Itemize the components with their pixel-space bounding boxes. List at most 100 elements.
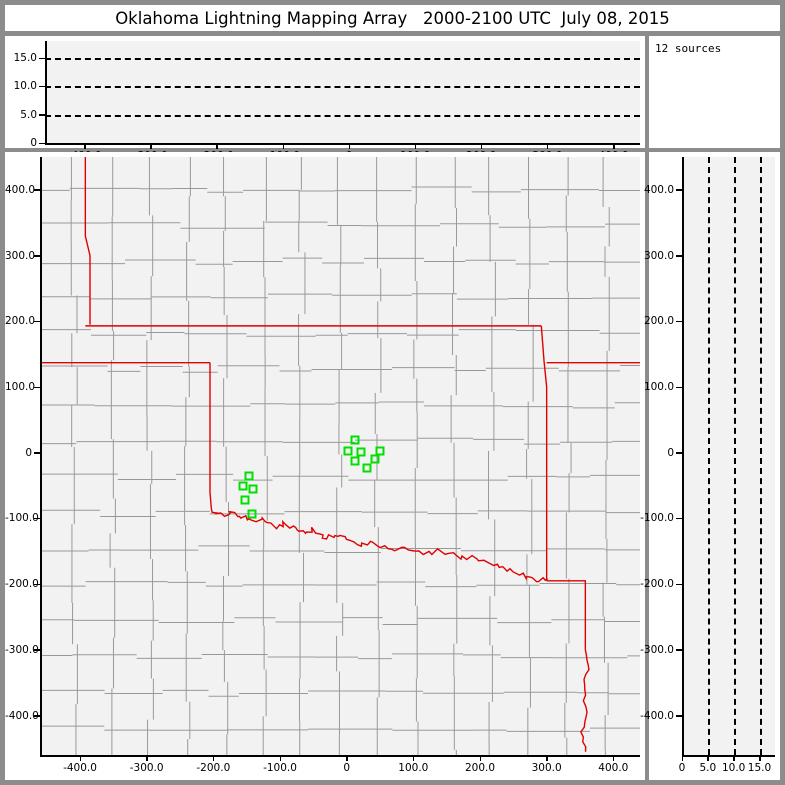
altitude-plot-area[interactable] (682, 157, 775, 755)
source-marker[interactable] (350, 435, 360, 445)
x-tick-label: -300.0 (129, 762, 164, 774)
x-tick-label: -400.0 (63, 762, 97, 774)
y-tick-label: 400.0 (643, 183, 674, 196)
x-tickmark (282, 143, 284, 149)
y-tickmark (676, 583, 683, 586)
y-tick-label: 100.0 (643, 381, 674, 393)
x-tickmark (279, 755, 281, 761)
x-tickmark (216, 143, 218, 149)
y-axis-line (45, 41, 47, 143)
x-tick-label: 400.0 (598, 762, 629, 774)
source-marker[interactable] (238, 481, 248, 491)
x-tick-label: 300.0 (531, 762, 562, 774)
x-tickmark (681, 755, 683, 761)
y-tick-label: -400.0 (5, 709, 39, 722)
y-tick-label: -100.0 (5, 512, 39, 525)
y-tickmark (39, 114, 46, 116)
x-tickmark (479, 755, 481, 761)
y-tick-label: -200.0 (5, 578, 39, 591)
x-axis-line (682, 755, 775, 757)
source-marker[interactable] (343, 446, 353, 456)
x-tickmark (150, 143, 152, 149)
x-tickmark (348, 143, 351, 149)
source-marker[interactable] (350, 456, 360, 466)
y-tickmark (676, 189, 683, 191)
time-height-plot-area[interactable] (45, 41, 640, 143)
gridline-vertical (733, 157, 736, 755)
x-tickmark (146, 755, 148, 761)
y-tickmark (34, 715, 41, 717)
x-tickmark (707, 755, 709, 761)
y-tickmark (34, 255, 41, 257)
y-tick-label: 10.0 (13, 80, 37, 93)
y-tickmark (676, 386, 683, 388)
y-tick-label: 300.0 (643, 249, 674, 262)
y-tick-label: 0 (25, 446, 32, 459)
y-tickmark (34, 517, 41, 520)
x-tickmark (346, 755, 348, 761)
x-tick-label: 0 (343, 762, 350, 774)
y-tickmark (34, 583, 41, 586)
x-axis-line (45, 143, 640, 145)
x-tick-label: -200.0 (196, 762, 231, 774)
time-height-panel[interactable]: 05.010.015.0-400.0-300.0-200.0-100.00100… (5, 36, 645, 162)
x-tickmark (546, 755, 548, 761)
x-tickmark (79, 755, 81, 761)
y-tickmark (34, 320, 41, 323)
gridline-horizontal (45, 114, 640, 117)
source-count-label: 12 sources (655, 42, 722, 55)
map-plot-area[interactable] (40, 157, 640, 755)
x-tick-label: 10.0 (721, 762, 746, 774)
page-title: Oklahoma Lightning Mapping Array 2000-21… (115, 8, 670, 28)
x-tickmark (412, 755, 415, 761)
y-tickmark (39, 57, 46, 59)
source-marker[interactable] (375, 446, 385, 456)
source-marker[interactable] (247, 509, 257, 519)
y-tickmark (676, 517, 683, 520)
x-tickmark (613, 143, 615, 149)
y-tick-label: -100.0 (640, 512, 674, 525)
y-tickmark (676, 320, 683, 323)
y-tick-label: -200.0 (640, 578, 674, 591)
gridline-vertical (759, 157, 762, 755)
x-tick-label: -100.0 (263, 762, 297, 774)
y-tick-label: 0 (30, 137, 37, 149)
gridline-vertical (707, 157, 710, 755)
y-tick-label: 100.0 (5, 381, 36, 393)
x-tick-label: 5.0 (699, 762, 717, 774)
y-tickmark (34, 189, 41, 191)
plan-view-map-panel[interactable]: -400.0 -300.0 -200.0 -100.0 0 100.0 200.0 300.0… (5, 152, 645, 780)
x-tickmark (612, 755, 615, 761)
y-tickmark (676, 649, 683, 651)
y-tickmark (39, 85, 46, 88)
y-tick-label: -400.0 (640, 709, 674, 722)
x-axis-line (40, 755, 640, 757)
gridline-horizontal (45, 58, 640, 60)
y-axis-line (40, 157, 42, 755)
x-tickmark (84, 143, 86, 149)
title-bar: Oklahoma Lightning Mapping Array 2000-21… (5, 5, 780, 31)
source-marker[interactable] (356, 447, 366, 457)
y-tick-label: -300.0 (640, 643, 674, 656)
y-tick-label: 200.0 (5, 315, 36, 328)
y-tick-label: 0 (667, 446, 674, 459)
x-tickmark (212, 755, 215, 761)
y-axis-line (682, 157, 684, 755)
gridline-horizontal (45, 86, 640, 89)
y-tick-label: 200.0 (643, 315, 674, 328)
map-geography (40, 157, 640, 755)
source-marker[interactable] (248, 484, 258, 494)
altitude-east-panel[interactable]: -400.0 -300.0 -200.0 -100.0 0 100.0 200.0 300.0… (640, 152, 780, 780)
y-tickmark (676, 255, 683, 257)
source-marker[interactable] (244, 471, 254, 481)
source-marker[interactable] (362, 463, 372, 473)
y-tickmark (676, 452, 683, 454)
y-tickmark (34, 452, 41, 454)
y-tickmark (39, 142, 46, 144)
source-marker[interactable] (370, 454, 380, 464)
source-marker[interactable] (240, 495, 250, 505)
y-tickmark (34, 386, 41, 388)
y-tick-label: 15.0 (13, 52, 37, 64)
x-tick-label: 100.0 (398, 762, 429, 774)
